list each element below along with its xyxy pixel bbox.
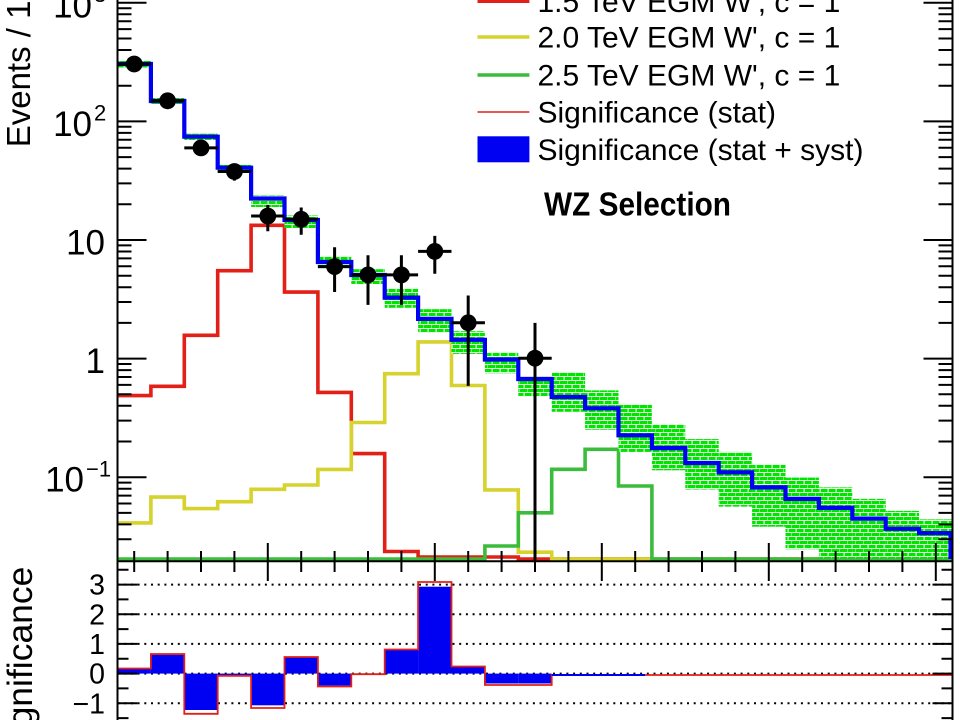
svg-text:2: 2	[94, 101, 106, 126]
svg-text:2.5 TeV EGM W', c = 1: 2.5 TeV EGM W', c = 1	[538, 60, 841, 93]
svg-text:10: 10	[53, 0, 92, 25]
svg-text:−1: −1	[86, 457, 111, 482]
svg-text:Significance (stat + syst): Significance (stat + syst)	[538, 134, 864, 167]
svg-text:−1: −1	[73, 688, 106, 720]
svg-text:10: 10	[45, 461, 84, 500]
svg-text:Significance (stat): Significance (stat)	[538, 97, 776, 130]
svg-text:2: 2	[89, 599, 105, 631]
svg-text:Significance: Significance	[0, 567, 40, 720]
svg-text:1: 1	[89, 629, 105, 661]
svg-text:3: 3	[89, 570, 105, 602]
svg-text:10: 10	[66, 224, 105, 263]
svg-text:Events / 100 GeV: Events / 100 GeV	[0, 0, 37, 147]
svg-text:WZ Selection: WZ Selection	[544, 186, 731, 223]
svg-text:2.0 TeV EGM W', c = 1: 2.0 TeV EGM W', c = 1	[538, 22, 841, 55]
svg-text:0: 0	[89, 659, 105, 691]
svg-text:1: 1	[86, 342, 105, 381]
svg-text:3: 3	[94, 0, 106, 7]
svg-text:1.5 TeV EGM W', c = 1: 1.5 TeV EGM W', c = 1	[538, 0, 841, 19]
svg-text:10: 10	[53, 105, 92, 144]
